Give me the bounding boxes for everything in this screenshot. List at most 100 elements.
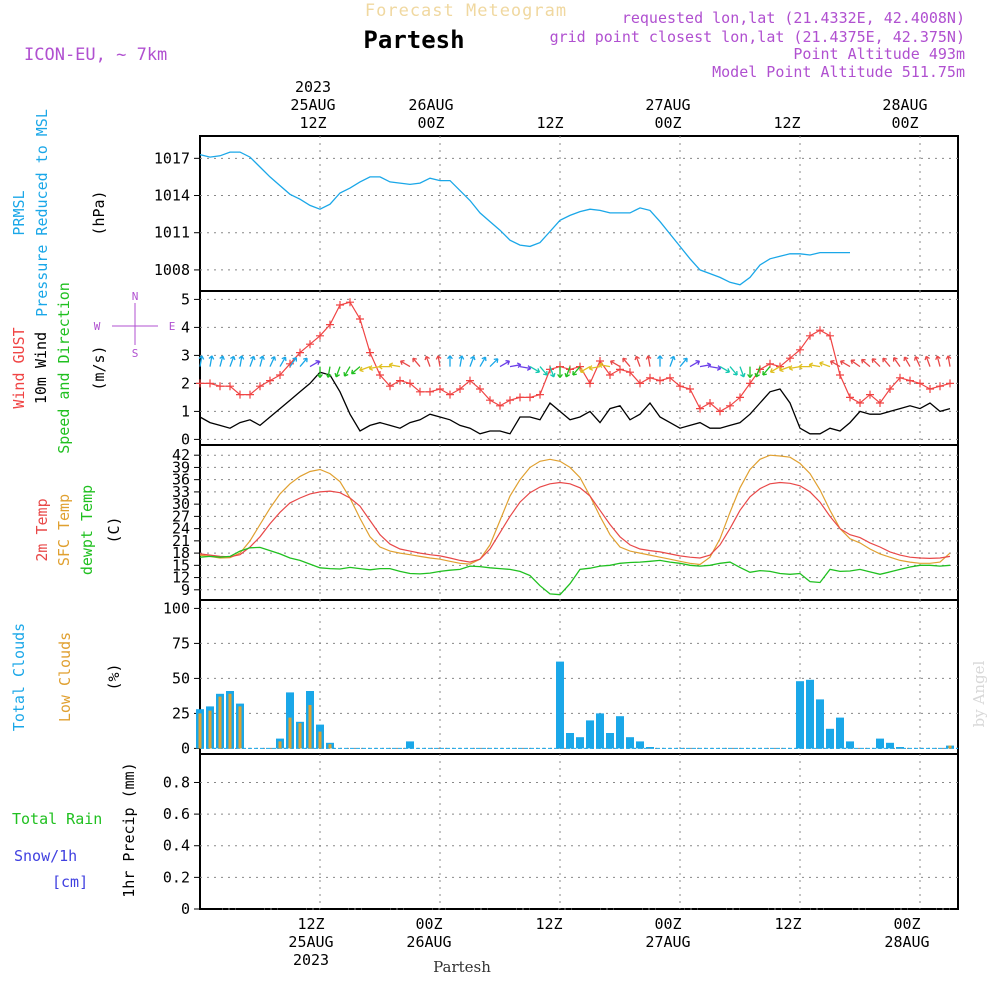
low-cloud-bar xyxy=(208,710,212,749)
wind-direction-arrow xyxy=(435,355,442,367)
y-tick-label: 39 xyxy=(172,458,190,476)
wind-direction-arrow xyxy=(747,366,753,378)
wind-direction-arrow xyxy=(359,365,371,373)
wind-direction-arrow xyxy=(249,355,256,367)
bottom-date-label: 25AUG xyxy=(288,933,333,951)
wind-direction-arrow xyxy=(458,355,465,367)
temp-label-sfc: SFC Temp xyxy=(55,494,73,566)
total-cloud-bar xyxy=(816,699,824,749)
wind-direction-arrow xyxy=(572,366,581,376)
temp-unit: (C) xyxy=(105,516,123,543)
gust-marker xyxy=(216,382,224,391)
bottom-hour-label: 00Z xyxy=(893,915,920,933)
cloud-unit: (%) xyxy=(105,663,123,690)
bottom-hour-label: 00Z xyxy=(415,915,442,933)
gust-marker xyxy=(366,348,374,357)
gust-marker xyxy=(816,326,824,335)
pressure-unit: (hPa) xyxy=(90,190,108,235)
y-tick-label: 5 xyxy=(181,290,190,308)
low-cloud-bar xyxy=(278,741,282,749)
compass-w: W xyxy=(94,320,101,333)
gust-marker xyxy=(356,315,364,323)
y-tick-label: 100 xyxy=(163,599,190,617)
gust-marker xyxy=(396,376,404,385)
gust-marker xyxy=(236,390,244,399)
gust-marker xyxy=(456,385,464,393)
y-tick-label: 18 xyxy=(172,544,190,562)
y-tick-label: 36 xyxy=(172,471,190,489)
wind-direction-arrow xyxy=(309,360,321,368)
gust-marker xyxy=(736,393,744,402)
location-title: Partesh xyxy=(363,26,464,54)
wind-labels: Wind GUST 10m Wind Speed and Direction (… xyxy=(10,282,175,454)
gust-marker xyxy=(926,385,934,393)
wind-direction-arrow xyxy=(299,357,308,368)
wind-direction-arrow xyxy=(378,363,390,370)
gust-marker xyxy=(406,379,414,388)
wind-direction-arrow xyxy=(529,366,541,374)
y-tick-label: 1 xyxy=(181,402,190,420)
y-tick-label: 12 xyxy=(172,569,190,587)
y-tick-label: 0.8 xyxy=(163,773,190,791)
gust-marker xyxy=(876,399,884,407)
gust-marker xyxy=(646,373,654,382)
gust-marker xyxy=(246,390,254,399)
wind-direction-arrow xyxy=(325,366,332,378)
wind-direction-arrow xyxy=(519,365,532,371)
gust-marker xyxy=(386,382,394,391)
low-cloud-bar xyxy=(298,723,302,749)
total-cloud-bar xyxy=(576,737,584,749)
gust-marker xyxy=(676,382,684,391)
gust-marker xyxy=(206,379,214,388)
gust-marker xyxy=(196,379,204,388)
compass-e: E xyxy=(169,320,176,333)
gust-marker xyxy=(506,396,514,405)
wind-direction-arrow xyxy=(388,362,401,369)
y-tick-label: 0.2 xyxy=(163,868,190,886)
wind-label-speed-dir: Speed and Direction xyxy=(55,282,73,454)
y-tick-label: 42 xyxy=(172,446,190,464)
wind-label-10m: 10m Wind xyxy=(32,332,50,404)
gust-marker xyxy=(706,399,714,407)
pressure-line xyxy=(199,151,850,286)
wind-direction-arrow xyxy=(479,356,487,367)
wind-direction-arrow xyxy=(945,355,952,367)
low-cloud-bar xyxy=(238,706,242,749)
wind-direction-arrow xyxy=(317,366,323,378)
gust-marker xyxy=(336,301,344,309)
wind-direction-arrow xyxy=(499,360,511,368)
gust-marker xyxy=(346,298,354,307)
pressure-labels: PRMSL Pressure Reduced to MSL (hPa) xyxy=(10,109,108,317)
wind-direction-arrow xyxy=(935,355,941,367)
total-cloud-bar xyxy=(896,747,904,749)
cloud-label-low: Low Clouds xyxy=(56,632,74,722)
wind-direction-arrow xyxy=(279,356,287,367)
wind-direction-arrow xyxy=(412,357,421,368)
top-time-axis: 2023 25AUG 12Z 26AUG 00Z 12Z 27AUG 00Z 1… xyxy=(290,78,927,132)
wind-direction-arrow xyxy=(689,360,701,368)
panel-precipitation xyxy=(199,753,959,910)
y-tick-label: 1011 xyxy=(154,224,190,242)
top-hour-label: 00Z xyxy=(891,114,918,132)
gust-marker xyxy=(836,371,844,379)
gust-marker xyxy=(766,359,774,368)
y-tick-label: 9 xyxy=(181,581,190,599)
top-date-label: 26AUG xyxy=(408,96,453,114)
compass-n: N xyxy=(132,290,139,303)
gust-marker xyxy=(946,379,954,388)
model-point-altitude: Model Point Altitude 511.75m xyxy=(712,63,965,81)
wind-direction-arrow xyxy=(839,360,851,368)
wind-direction-arrow xyxy=(850,359,861,368)
wind-direction-arrow xyxy=(424,355,431,367)
wind-direction-arrow xyxy=(892,356,901,367)
gust-marker xyxy=(496,401,504,410)
y-tick-label: 4 xyxy=(181,318,190,336)
wind-direction-arrow xyxy=(719,366,731,374)
compass-s: S xyxy=(132,347,139,360)
wind-direction-arrow xyxy=(779,365,791,373)
wind-direction-arrow xyxy=(754,366,761,378)
wind-direction-arrow xyxy=(657,355,663,367)
wind-direction-arrow xyxy=(368,365,381,371)
wind-direction-arrow xyxy=(913,356,921,367)
